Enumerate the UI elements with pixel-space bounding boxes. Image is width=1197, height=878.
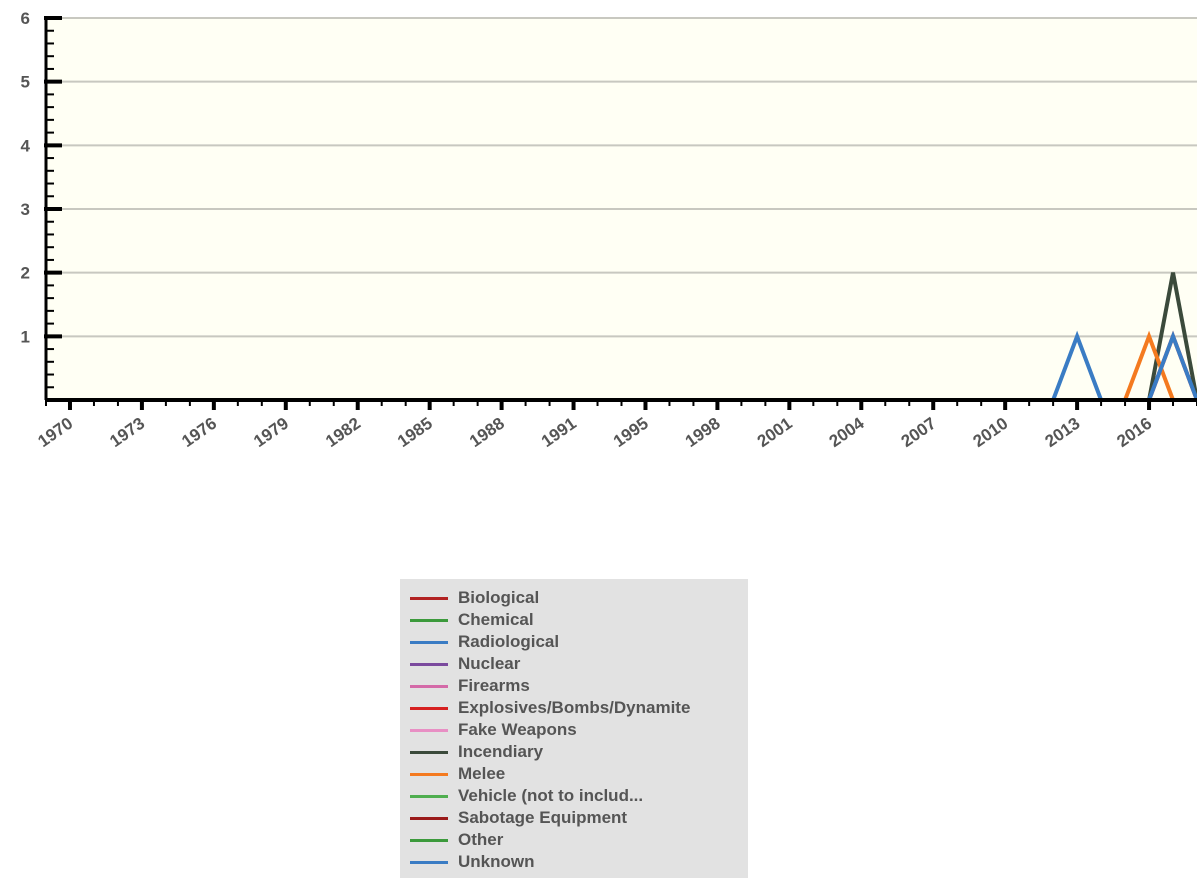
axes — [44, 16, 1197, 410]
legend-swatch — [410, 772, 448, 776]
x-tick-label: 1979 — [250, 414, 292, 451]
legend-label: Incendiary — [458, 742, 544, 761]
legend-swatch — [410, 662, 448, 666]
legend-label: Vehicle (not to includ... — [458, 786, 644, 805]
y-tick-label: 2 — [21, 264, 30, 283]
y-tick-label: 5 — [21, 73, 30, 92]
legend-item[interactable]: Other — [410, 829, 748, 851]
x-tick-label: 1973 — [106, 414, 148, 451]
legend-label: Radiological — [458, 632, 560, 651]
legend-label: Nuclear — [458, 654, 521, 673]
legend-label: Unknown — [458, 852, 535, 871]
x-tick-label: 1998 — [682, 414, 724, 451]
legend-label: Explosives/Bombs/Dynamite — [458, 698, 691, 717]
series-line-melee — [1123, 330, 1175, 401]
x-tick-label: 2016 — [1113, 414, 1155, 451]
legend-swatch — [410, 794, 448, 798]
legend-item[interactable]: Radiological — [410, 631, 748, 653]
legend-swatch — [410, 816, 448, 820]
legend-item[interactable]: Biological — [410, 587, 748, 609]
x-tick-label: 1982 — [322, 414, 364, 451]
legend-swatch — [410, 728, 448, 732]
x-tick-label: 2013 — [1042, 414, 1084, 451]
legend-swatch — [410, 838, 448, 842]
x-tick-label: 1988 — [466, 414, 508, 451]
x-tick-label: 2004 — [826, 413, 868, 451]
y-axis-labels: 1 2 3 4 5 6 — [21, 9, 31, 346]
legend-swatch — [410, 750, 448, 754]
legend-item[interactable]: Melee — [410, 763, 748, 785]
legend-item[interactable]: Incendiary — [410, 741, 748, 763]
legend-swatch — [410, 706, 448, 710]
legend-item[interactable]: Unknown — [410, 851, 748, 873]
legend-item[interactable]: Chemical — [410, 609, 748, 631]
x-tick-label: 1995 — [610, 414, 652, 451]
x-tick-label: 2010 — [970, 414, 1012, 451]
legend-label: Melee — [458, 764, 506, 783]
x-tick-label: 1985 — [394, 414, 436, 451]
x-axis-labels: 1970 1973 1976 1979 1982 1985 1988 1991 1995 1998… — [34, 413, 1155, 451]
x-tick-label: 2001 — [754, 414, 796, 451]
legend-item[interactable]: Fake Weapons — [410, 719, 748, 741]
legend-label: Chemical — [458, 610, 534, 629]
legend-item[interactable]: Sabotage Equipment — [410, 807, 748, 829]
x-tick-label: 2007 — [898, 414, 940, 451]
series-lines — [1051, 272, 1197, 401]
legend-swatch — [410, 684, 448, 688]
series-line-unknown — [1147, 330, 1197, 401]
series-line-unknown — [1051, 330, 1103, 401]
x-tick-label: 1976 — [178, 414, 220, 451]
x-tick-label: 1991 — [538, 414, 580, 451]
legend-label: Fake Weapons — [458, 720, 577, 739]
legend-label: Biological — [458, 588, 540, 607]
legend-swatch — [410, 860, 448, 864]
y-tick-label: 3 — [21, 200, 30, 219]
legend-label: Other — [458, 830, 504, 849]
legend-item[interactable]: Firearms — [410, 675, 748, 697]
legend: Biological Chemical Radiological Nuclear Fir… — [400, 579, 748, 878]
legend-item[interactable]: Vehicle (not to includ... — [410, 785, 748, 807]
legend-label: Firearms — [458, 676, 530, 695]
legend-swatch — [410, 618, 448, 622]
y-tick-label: 4 — [21, 136, 31, 155]
legend-swatch — [410, 640, 448, 644]
y-tick-label: 6 — [21, 9, 30, 28]
x-tick-label: 1970 — [34, 414, 76, 451]
legend-label: Sabotage Equipment — [458, 808, 628, 827]
gridlines — [46, 17, 1197, 338]
legend-swatch — [410, 596, 448, 600]
legend-item[interactable]: Explosives/Bombs/Dynamite — [410, 697, 748, 719]
legend-item[interactable]: Nuclear — [410, 653, 748, 675]
y-tick-label: 1 — [21, 327, 30, 346]
